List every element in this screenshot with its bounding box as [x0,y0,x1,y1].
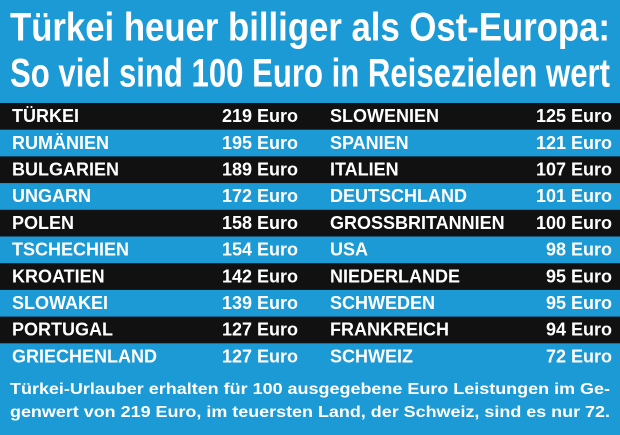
row-band [0,156,620,184]
row-band [0,209,620,237]
country-cell: NIEDERLANDE [330,266,460,286]
country-cell: BULGARIEN [12,160,119,180]
country-cell: TÜRKEI [12,106,79,126]
value-cell: 100 Euro [536,213,612,233]
country-cell: DEUTSCHLAND [330,186,467,206]
country-cell: POLEN [12,213,74,233]
country-cell: FRANKREICH [330,320,449,340]
value-cell: 139 Euro [222,293,298,313]
row-band [0,263,620,290]
value-cell: 101 Euro [536,186,612,206]
value-cell: 142 Euro [222,266,298,286]
footer-line: genwert von 219 Euro, im teuersten Land,… [10,404,610,421]
country-cell: SCHWEDEN [330,293,435,313]
value-cell: 107 Euro [536,160,612,180]
title-line: Türkei heuer billiger als Ost-Europa: [10,6,610,50]
country-cell: SLOWAKEI [12,293,108,313]
value-cell: 125 Euro [536,106,612,126]
value-cell: 95 Euro [546,293,612,313]
country-cell: RUMÄNIEN [12,133,109,153]
value-cell: 127 Euro [222,320,298,340]
value-cell: 158 Euro [222,213,298,233]
value-cell: 172 Euro [222,186,298,206]
value-cell: 95 Euro [546,266,612,286]
country-cell: ITALIEN [330,160,399,180]
row-band [0,103,620,130]
value-cell: 195 Euro [222,133,298,153]
value-cell: 98 Euro [546,240,612,260]
country-cell: SCHWEIZ [330,346,413,366]
country-cell: PORTUGAL [12,320,113,340]
value-cell: 121 Euro [536,133,612,153]
value-cell: 94 Euro [546,320,612,340]
country-cell: SLOWENIEN [330,106,439,126]
country-cell: SPANIEN [330,133,409,153]
value-cell: 72 Euro [546,346,612,366]
value-cell: 154 Euro [222,240,298,260]
country-cell: USA [330,240,368,260]
title-line: So viel sind 100 Euro in Reisezielen wer… [10,52,610,96]
country-cell: TSCHECHIEN [12,240,129,260]
country-cell: GROSSBRITANNIEN [330,213,505,233]
value-cell: 189 Euro [222,160,298,180]
country-cell: KROATIEN [12,266,105,286]
row-band [0,316,620,344]
value-cell: 219 Euro [222,106,298,126]
country-cell: UNGARN [12,186,91,206]
footer-line: Türkei-Urlauber erhalten für 100 ausgege… [10,381,610,398]
value-cell: 127 Euro [222,346,298,366]
country-cell: GRIECHENLAND [12,346,157,366]
